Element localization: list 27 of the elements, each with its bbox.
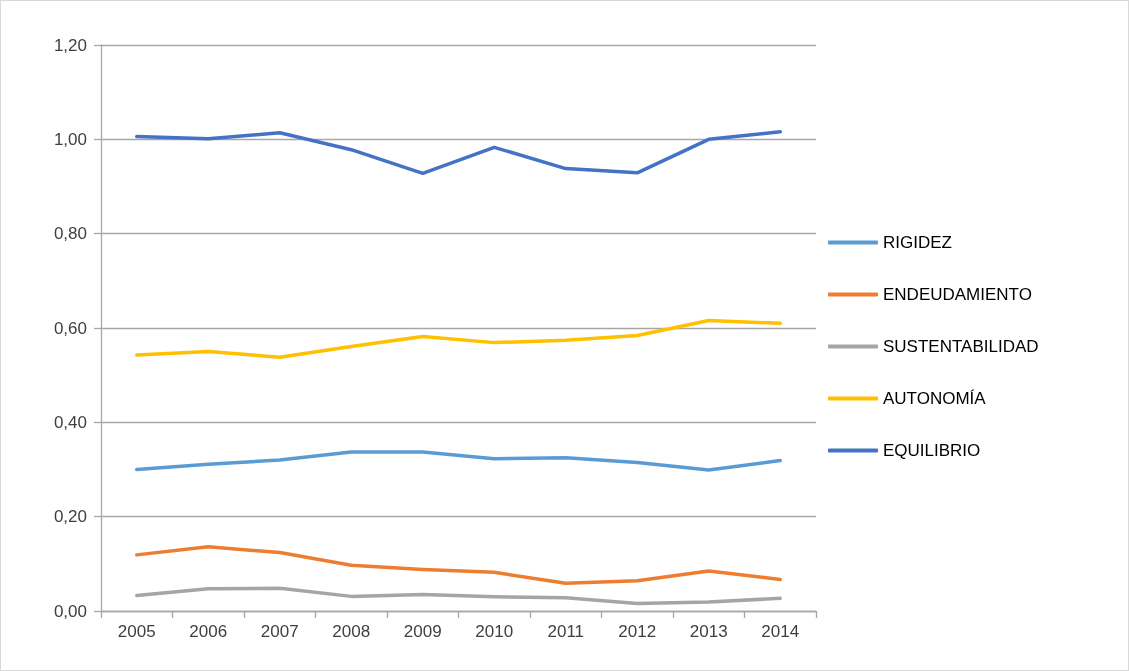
y-tick-label: 0,40 <box>53 412 87 432</box>
line-series <box>135 130 782 176</box>
legend-label: ENDEUDAMIENTO <box>883 285 1032 304</box>
x-tick-label: 2011 <box>547 622 585 641</box>
line-series <box>135 318 782 359</box>
x-tick-label: 2009 <box>403 622 442 641</box>
x-tick-label: 2010 <box>475 622 514 641</box>
line-series <box>135 545 782 585</box>
x-tick-label: 2005 <box>117 622 156 641</box>
line-series <box>135 586 782 606</box>
y-tick-label: 0,20 <box>53 507 87 527</box>
x-tick-label: 2013 <box>689 622 728 641</box>
line-series <box>135 450 782 472</box>
legend-label: AUTONOMÍA <box>883 389 987 408</box>
y-tick-label: 0,80 <box>53 224 87 244</box>
legend-label: SUSTENTABILIDAD <box>883 337 1039 356</box>
x-tick-label: 2008 <box>332 622 371 641</box>
legend-label: EQUILIBRIO <box>883 441 981 460</box>
y-tick-label: 1,20 <box>53 35 87 55</box>
x-tick-label: 2014 <box>761 622 800 641</box>
y-tick-label: 0,00 <box>53 601 87 621</box>
y-tick-label: 0,60 <box>53 318 87 338</box>
x-tick-label: 2006 <box>189 622 228 641</box>
x-tick-label: 2012 <box>618 622 657 641</box>
x-tick-label: 2007 <box>260 622 299 641</box>
y-tick-label: 1,00 <box>53 129 87 149</box>
legend-label: RIGIDEZ <box>883 233 952 252</box>
